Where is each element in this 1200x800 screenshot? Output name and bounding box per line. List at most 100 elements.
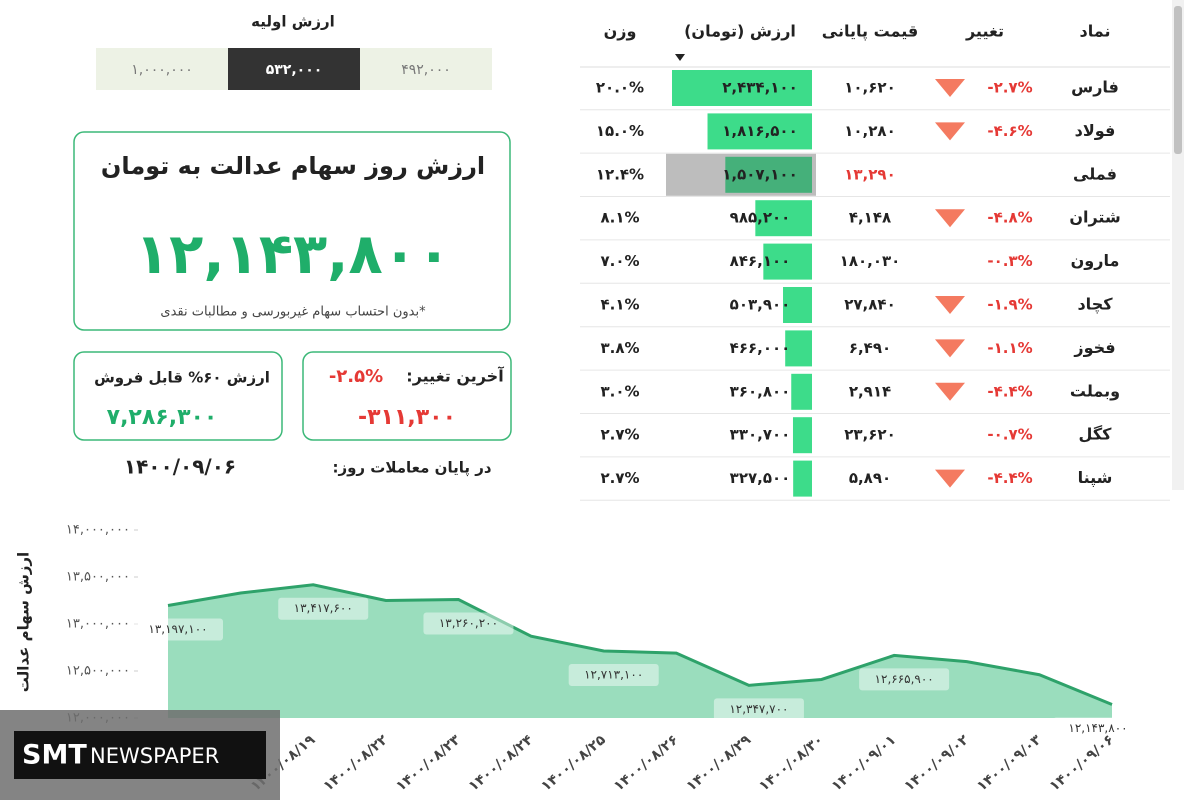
change: -۱.۹%: [987, 296, 1032, 314]
value-bar: [791, 373, 812, 410]
last-change-value: -۳۱۱,۳۰۰: [358, 405, 456, 430]
value-bar: [783, 287, 812, 323]
data-label: ۱۲,۷۱۳,۱۰۰: [584, 667, 643, 681]
option-button[interactable]: [96, 48, 228, 90]
data-label-box: [568, 663, 659, 686]
symbol: فولاد: [1075, 121, 1116, 140]
symbol: فخوز: [1073, 338, 1115, 357]
weight: ۲.۷%: [600, 469, 639, 487]
option-label[interactable]: ۱,۰۰۰,۰۰۰: [131, 62, 193, 78]
price: ۱۰,۶۲۰: [844, 79, 895, 97]
weight: ۱۵.۰%: [596, 122, 644, 140]
option-button[interactable]: [228, 48, 360, 90]
change: -۲.۷%: [987, 79, 1032, 97]
data-label: ۱۲,۶۶۵,۹۰۰: [875, 672, 934, 686]
watermark-box: [14, 731, 266, 779]
initial-value-title: ارزش اولیه: [251, 13, 335, 31]
weight: ۸.۱%: [600, 209, 639, 227]
column-header[interactable]: تغییر: [965, 22, 1004, 41]
data-label-box: [859, 668, 950, 691]
data-label-box: [713, 698, 804, 721]
value-bar: [763, 243, 812, 280]
last-change-box: [302, 351, 512, 441]
sort-indicator: [675, 54, 685, 61]
price: ۶,۴۹۰: [849, 339, 891, 357]
data-label-box: [133, 618, 223, 641]
symbol: شتران: [1069, 208, 1120, 227]
column-header[interactable]: قیمت پایانی: [822, 22, 918, 42]
last-change-percent: -۲.۵%: [329, 366, 383, 387]
option-label[interactable]: ۵۳۲,۰۰۰: [266, 62, 323, 78]
summary-box: [73, 131, 511, 331]
value-bar: [725, 156, 812, 193]
value: ۳۶۰,۸۰۰: [730, 382, 791, 400]
column-header[interactable]: وزن: [604, 22, 637, 41]
change: -۱.۱%: [987, 339, 1032, 357]
watermark-bold: SMT: [22, 740, 87, 771]
date: ۱۴۰۰/۰۹/۰۶: [124, 455, 236, 479]
value: ۱,۵۰۷,۱۰۰: [722, 165, 797, 183]
weight: ۷.۰%: [600, 252, 639, 270]
value: ۸۴۶,۱۰۰: [730, 252, 791, 270]
data-label: ۱۳,۱۹۷,۱۰۰: [148, 622, 207, 636]
data-label: ۱۳,۴۱۷,۶۰۰: [294, 601, 353, 615]
value: ۴۶۶,۰۰۰: [730, 339, 791, 357]
down-arrow: [935, 209, 965, 228]
y-tick-label: ۱۲,۵۰۰,۰۰۰: [66, 664, 130, 679]
price: ۲۷,۸۴۰: [844, 296, 895, 314]
sellable-label: ارزش ۶۰% قابل فروش: [94, 369, 270, 387]
column-header[interactable]: نماد: [1080, 22, 1111, 41]
down-arrow: [935, 339, 965, 358]
value-bar: [792, 417, 812, 454]
value: ۵۰۳,۹۰۰: [730, 296, 791, 314]
value: ۹۸۵,۲۰۰: [730, 209, 791, 227]
value: ۲,۴۳۴,۱۰۰: [722, 79, 797, 97]
change: -۴.۴%: [987, 469, 1032, 487]
change: -۴.۶%: [987, 122, 1032, 140]
weight: ۳.۰%: [600, 382, 639, 400]
price: ۱۳,۲۹۰: [844, 165, 895, 183]
symbol: مارون: [1071, 251, 1120, 270]
down-arrow: [935, 79, 965, 97]
column-header[interactable]: ارزش (تومان): [684, 22, 796, 41]
y-tick-label: ۱۳,۰۰۰,۰۰۰: [66, 617, 130, 632]
value: ۳۲۷,۵۰۰: [730, 469, 791, 487]
table: نماد تغییر قیمت پایانی ارزش (تومان) وزن فارس -…: [580, 22, 1170, 501]
data-label-box: [1053, 717, 1143, 740]
change: -۴.۸%: [987, 209, 1032, 227]
value-bar: [785, 330, 812, 367]
option-button[interactable]: [360, 48, 492, 90]
price: ۱۸۰,۰۳۰: [840, 252, 901, 270]
last-change-label: آخرین تغییر:: [406, 366, 504, 386]
down-arrow: [935, 469, 965, 488]
price: ۱۰,۲۸۰: [844, 122, 895, 140]
data-label-box: [423, 612, 514, 635]
down-arrow: [935, 122, 965, 141]
option-label[interactable]: ۴۹۲,۰۰۰: [401, 62, 451, 78]
data-label-box: [278, 597, 369, 620]
symbol: فملی: [1073, 164, 1117, 183]
symbol: کگل: [1079, 425, 1113, 444]
y-tick-label: ۱۴,۰۰۰,۰۰۰: [66, 523, 130, 538]
symbol: کچاد: [1077, 295, 1113, 315]
data-label: ۱۳,۲۶۰,۲۰۰: [439, 616, 498, 630]
initial-value-options: ۱,۰۰۰,۰۰۰ ۵۳۲,۰۰۰ ۴۹۲,۰۰۰: [96, 48, 492, 90]
watermark-text: NEWSPAPER: [90, 744, 219, 768]
symbol: فارس: [1071, 78, 1119, 97]
weight: ۴.۱%: [600, 296, 639, 314]
area-fill: [168, 584, 1112, 718]
value-bar: [672, 70, 812, 106]
data-label: ۱۲,۳۴۷,۷۰۰: [729, 702, 788, 716]
summary-value: ۱۲,۱۴۳,۸۰۰: [135, 222, 451, 287]
value-bar: [755, 200, 812, 237]
sellable-value: ۷,۲۸۶,۳۰۰: [107, 405, 218, 430]
change: -۰.۳%: [987, 252, 1032, 270]
down-arrow: [935, 296, 965, 314]
line: [167, 583, 1113, 706]
price: ۲,۹۱۴: [849, 382, 891, 400]
value-bar: [793, 460, 812, 497]
scrollbar-thumb[interactable]: [1174, 6, 1182, 154]
weight: ۱۲.۴%: [596, 165, 644, 183]
